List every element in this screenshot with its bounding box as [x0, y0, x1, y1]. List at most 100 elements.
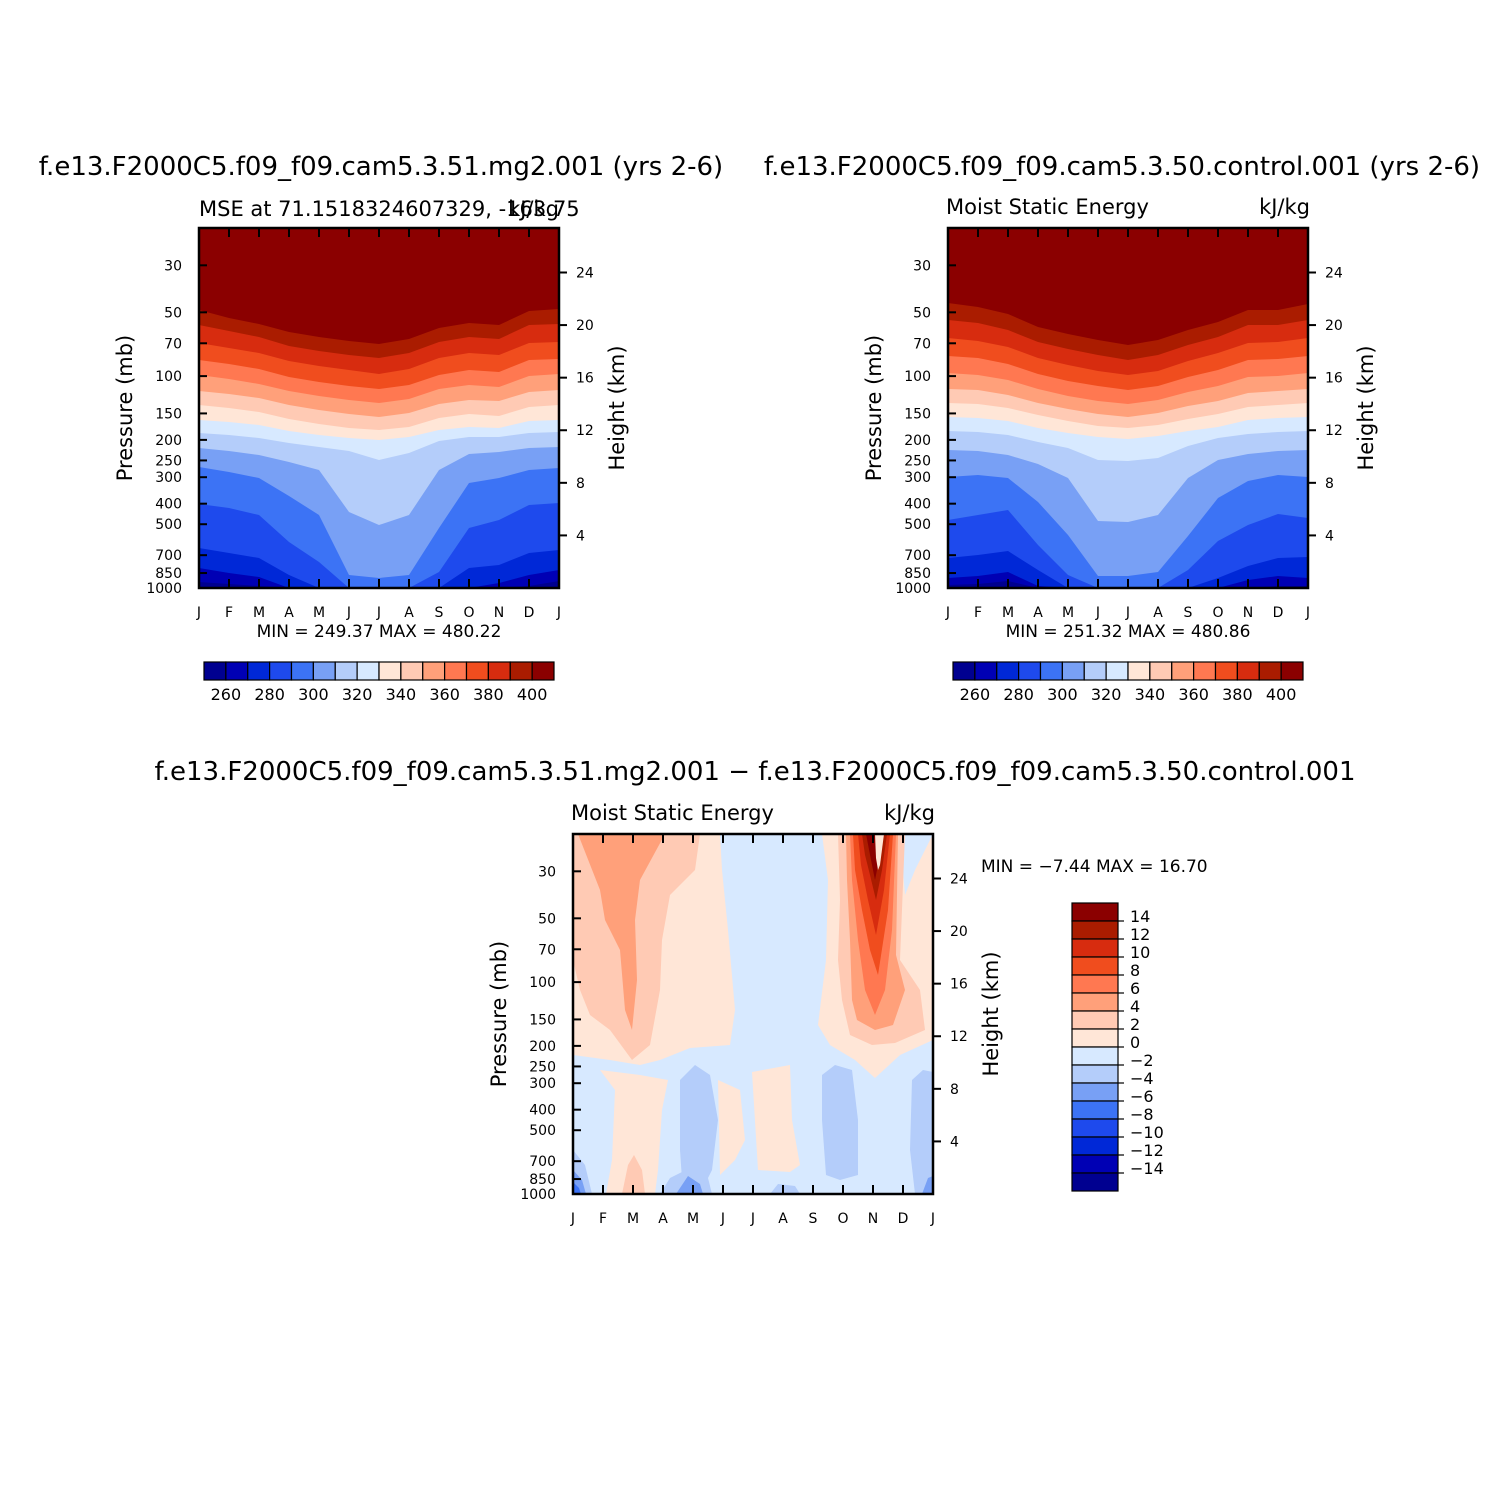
colorbar-label: 260 [211, 685, 242, 704]
colorbar-label: −4 [1130, 1069, 1154, 1088]
x-tick-label: A [404, 605, 414, 621]
band-0-to-2 [752, 1065, 800, 1172]
band-minus-2-to-minus-4 [680, 1065, 718, 1194]
colorbar-label: 300 [298, 685, 329, 704]
y-tick-label: 1000 [520, 1187, 556, 1203]
colorbar-swatch [996, 661, 1020, 681]
colorbar-label: 400 [517, 685, 548, 704]
colorbar-label: 380 [1222, 685, 1253, 704]
y-tick-label: 150 [155, 406, 182, 422]
band-minus-6-to-minus-8 [573, 1182, 581, 1194]
colorbar-swatch [952, 661, 976, 681]
colorbar-swatch [203, 661, 227, 681]
band-280 [199, 503, 559, 588]
y-tick-label: 850 [155, 566, 182, 582]
band-minus-4-to-minus-6 [676, 1176, 703, 1194]
panel-2-right-axis-title: Height (km) [1354, 345, 1378, 470]
x-tick-label: O [837, 1211, 848, 1227]
x-tick-label: M [1062, 605, 1074, 621]
y-tick-label: 150 [904, 406, 931, 422]
y-right-tick-label: 8 [576, 476, 585, 492]
colorbar-label: 400 [1266, 685, 1297, 704]
colorbar-swatch [334, 661, 358, 681]
y-tick-label: 100 [155, 369, 182, 385]
colorbar-swatch [1071, 1028, 1119, 1048]
colorbar-label: −8 [1130, 1105, 1154, 1124]
colorbar-swatch [1039, 661, 1063, 681]
colorbar-swatch [1071, 1082, 1119, 1102]
panel-3-min-max: MIN = −7.44 MAX = 16.70 [981, 857, 1208, 877]
colorbar-swatch [1071, 1010, 1119, 1030]
y-tick-label: 250 [904, 453, 931, 469]
y-right-tick-label: 4 [1325, 528, 1334, 544]
colorbar-swatch [422, 661, 446, 681]
panel-2: f.e13.F2000C5.f09_f09.cam5.3.50.control.… [764, 152, 1480, 704]
y-tick-label: 1000 [146, 581, 182, 597]
colorbar-label: 340 [1135, 685, 1166, 704]
x-tick-label: F [225, 605, 233, 621]
panel-3-right-axis-title: Height (km) [979, 951, 1003, 1076]
colorbar-label: 0 [1130, 1033, 1140, 1052]
y-right-tick-label: 24 [950, 871, 968, 887]
x-tick-label: J [570, 1211, 575, 1227]
x-tick-label: J [376, 605, 381, 621]
colorbar-swatch [444, 661, 468, 681]
colorbar-label: −12 [1130, 1141, 1164, 1160]
band-4-to-6 [578, 834, 665, 1030]
x-tick-label: A [1033, 605, 1043, 621]
panel-1-colorbar: 260 280 300 320 340 360 380 400 [203, 661, 555, 704]
colorbar-swatch [1071, 920, 1119, 940]
x-tick-label: D [1273, 605, 1284, 621]
colorbar-swatch [356, 661, 380, 681]
colorbar-swatch [465, 661, 489, 681]
panel-1-right-axis-title: Height (km) [605, 345, 629, 470]
y-right-tick-label: 24 [1325, 265, 1343, 281]
y-tick-label: 150 [529, 1012, 556, 1028]
x-tick-label: N [1243, 605, 1253, 621]
x-tick-label: J [1095, 605, 1100, 621]
panel-3-units-label: kJ/kg [884, 801, 935, 825]
y-tick-label: 300 [155, 470, 182, 486]
x-tick-label: N [494, 605, 504, 621]
y-tick-label: 100 [529, 975, 556, 991]
x-tick-label: J [750, 1211, 755, 1227]
panel-1-min-max: MIN = 249.37 MAX = 480.22 [257, 622, 502, 642]
colorbar-swatch [1061, 661, 1085, 681]
colorbar-swatch [1071, 974, 1119, 994]
y-tick-label: 500 [155, 517, 182, 533]
y-tick-label: 70 [913, 336, 931, 352]
y-tick-label: 250 [529, 1059, 556, 1075]
band-0-to-2 [600, 1070, 668, 1194]
colorbar-swatch [1083, 661, 1107, 681]
y-right-tick-label: 16 [576, 371, 594, 387]
colorbar-label: 360 [1178, 685, 1209, 704]
x-tick-label: A [778, 1211, 788, 1227]
y-right-tick-label: 12 [576, 423, 594, 439]
colorbar-swatch [1071, 1154, 1119, 1174]
band-280 [948, 510, 1308, 588]
y-tick-label: 100 [904, 369, 931, 385]
y-tick-label: 300 [529, 1076, 556, 1092]
y-tick-label: 500 [529, 1123, 556, 1139]
band-minus-2-to-minus-4 [770, 1184, 800, 1194]
panel-2-colorbar: 260 280 300 320 340 360 380 400 [952, 661, 1304, 704]
colorbar-swatch [1071, 1118, 1119, 1138]
colorbar-swatch [247, 661, 271, 681]
y-tick-label: 30 [913, 258, 931, 274]
colorbar-swatch [1149, 661, 1173, 681]
colorbar-label: −2 [1130, 1051, 1154, 1070]
y-tick-label: 700 [904, 548, 931, 564]
y-tick-label: 50 [164, 305, 182, 321]
colorbar-label: 10 [1130, 943, 1150, 962]
y-right-tick-label: 8 [950, 1082, 959, 1098]
y-tick-label: 70 [164, 336, 182, 352]
y-tick-label: 500 [904, 517, 931, 533]
panel-3-title: f.e13.F2000C5.f09_f09.cam5.3.51.mg2.001 … [154, 757, 1355, 787]
colorbar-swatch [1071, 1172, 1119, 1192]
colorbar-label: 300 [1047, 685, 1078, 704]
x-tick-label: A [284, 605, 294, 621]
colorbar-swatch [1171, 661, 1195, 681]
